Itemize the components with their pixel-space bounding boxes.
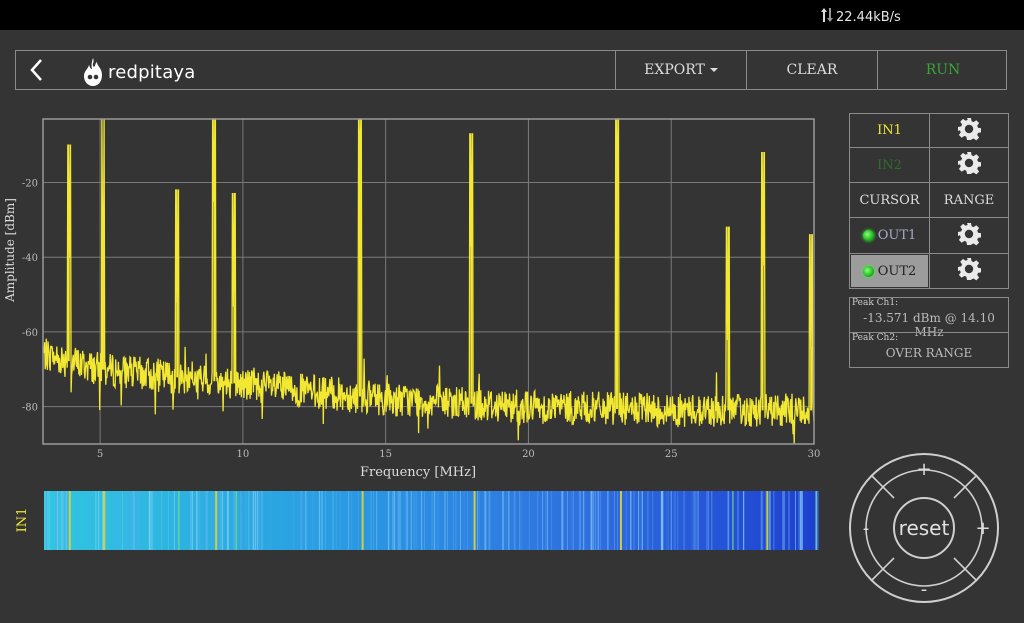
y-tick-label: -40 — [22, 253, 38, 264]
app-toolbar: redpitaya EXPORT CLEAR RUN — [15, 50, 1007, 90]
gear-icon — [957, 117, 982, 145]
waterfall-channel-label: IN1 — [15, 508, 30, 533]
x-tick-label: 20 — [522, 449, 535, 460]
in1-channel-button[interactable]: IN1 — [849, 113, 930, 148]
out1-status-led — [862, 230, 874, 241]
zoom-down-minus: - — [921, 579, 928, 600]
peak-ch1-label: Peak Ch1: — [852, 298, 899, 308]
x-axis-label: Frequency [MHz] — [360, 465, 476, 480]
out1-channel-button[interactable]: OUT1 — [849, 217, 930, 254]
export-button[interactable]: EXPORT — [615, 51, 746, 89]
range-button[interactable]: RANGE — [929, 182, 1009, 218]
joystick-outer-ring — [849, 453, 999, 603]
logo-text: redpitaya — [108, 61, 196, 83]
gear-icon — [957, 257, 982, 285]
cursor-label: CURSOR — [859, 192, 920, 208]
waterfall-background — [44, 491, 819, 550]
back-button[interactable] — [26, 57, 48, 83]
zoom-joystick: + - - + reset — [849, 453, 999, 603]
peak-ch2-readout: Peak Ch2: OVER RANGE — [849, 332, 1009, 368]
spectrum-peaks — [67, 158, 813, 411]
cursor-button[interactable]: CURSOR — [849, 182, 930, 218]
out2-status-led — [862, 265, 874, 277]
plot-ticks: 5 10 15 20 25 30 -20 -40 -60 -80 — [22, 179, 820, 460]
y-tick-label: -60 — [22, 328, 38, 339]
in1-settings-button[interactable] — [929, 113, 1009, 148]
out2-label: OUT2 — [877, 263, 917, 279]
zoom-left-minus: - — [863, 518, 870, 539]
clear-label: CLEAR — [786, 62, 838, 78]
in2-label: IN2 — [877, 157, 902, 173]
x-tick-label: 25 — [665, 449, 678, 460]
plot-grid — [43, 119, 815, 444]
run-button[interactable]: RUN — [877, 51, 1008, 89]
range-label: RANGE — [943, 192, 995, 208]
gear-icon — [957, 222, 982, 250]
reset-button[interactable] — [893, 497, 955, 559]
redpitaya-logo: redpitaya — [82, 57, 196, 87]
zoom-up-plus: + — [916, 459, 931, 480]
out2-settings-button[interactable] — [929, 253, 1009, 289]
in2-settings-button[interactable] — [929, 147, 1009, 183]
export-label: EXPORT — [644, 62, 705, 78]
x-tick-label: 5 — [97, 449, 103, 460]
in2-channel-button[interactable]: IN2 — [849, 147, 930, 183]
out2-channel-button[interactable]: OUT2 — [849, 253, 930, 289]
y-tick-label: -80 — [22, 403, 38, 414]
out1-label: OUT1 — [877, 228, 917, 243]
chevron-left-icon — [30, 59, 42, 81]
peak-ch2-label: Peak Ch2: — [852, 333, 899, 343]
peak-ch2-value: OVER RANGE — [885, 346, 973, 360]
run-label: RUN — [925, 62, 961, 78]
x-tick-label: 30 — [808, 449, 821, 460]
x-tick-label: 10 — [237, 449, 250, 460]
system-status-bar: 22.44kB/s — [0, 0, 1024, 30]
plot-frame — [42, 118, 815, 445]
reset-label: reset — [899, 516, 950, 540]
zoom-right-plus: + — [975, 518, 990, 539]
peak-ch1-readout: Peak Ch1: -13.571 dBm @ 14.10 MHz — [849, 297, 1009, 339]
caret-down-icon — [709, 68, 718, 72]
network-indicator: 22.44kB/s — [820, 7, 901, 27]
in1-label: IN1 — [877, 123, 902, 138]
out1-settings-button[interactable] — [929, 217, 1009, 254]
clear-button[interactable]: CLEAR — [746, 51, 877, 89]
flame-logo-icon — [84, 58, 102, 86]
waterfall-lines — [44, 491, 819, 550]
y-tick-label: -20 — [22, 179, 38, 190]
spectrum-trace-in1 — [42, 118, 815, 444]
gear-icon — [957, 151, 982, 179]
data-transfer-icon — [820, 7, 834, 27]
x-tick-label: 15 — [379, 449, 392, 460]
y-axis-label: Amplitude [dBm] — [3, 198, 17, 303]
joystick-inner-ring — [865, 469, 983, 587]
network-speed: 22.44kB/s — [836, 9, 901, 25]
